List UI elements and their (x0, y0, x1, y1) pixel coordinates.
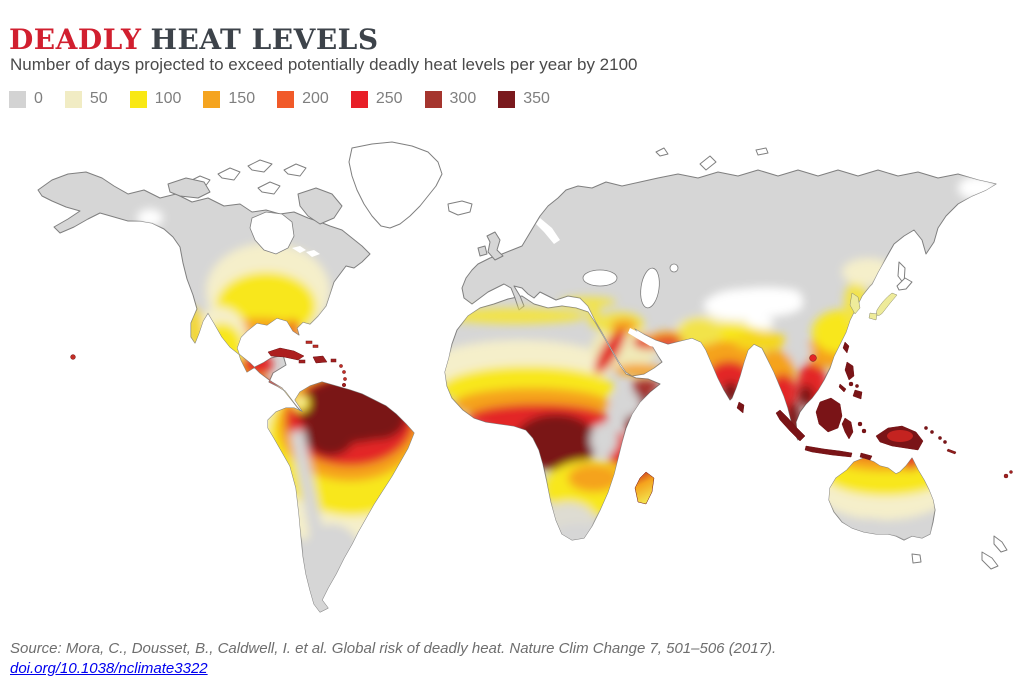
doi-line: doi.org/10.1038/nclimate3322 (10, 660, 208, 677)
legend-item: 350 (498, 90, 550, 108)
honshu (875, 292, 898, 316)
legend-label: 100 (154, 90, 182, 107)
subtitle: Number of days projected to exceed poten… (10, 55, 638, 74)
legend-swatch-150 (203, 90, 221, 108)
legend-swatch-300 (424, 90, 442, 108)
hainan (809, 354, 817, 362)
legend-label: 50 (89, 90, 108, 107)
greenland (348, 141, 443, 229)
outline-islands-layer (167, 141, 1008, 570)
victoria-island (167, 177, 211, 199)
new-zealand-south (981, 551, 999, 570)
legend-item: 50 (64, 90, 108, 108)
legend-label: 0 (34, 90, 43, 107)
legend-item: 150 (203, 90, 255, 108)
cuba (267, 347, 305, 361)
timor (859, 452, 873, 461)
legend-swatch-200 (277, 90, 295, 108)
title-highlight: DEADLY (9, 22, 142, 56)
fiji (1003, 473, 1009, 479)
color-legend: 0 50 100 150 200 250 300 350 (9, 90, 550, 108)
java (804, 445, 853, 458)
korea (849, 292, 861, 315)
new-zealand-north (993, 535, 1008, 553)
title-rest: HEAT LEVELS (150, 22, 379, 56)
hot-islands-layer (70, 292, 1013, 505)
mindanao (852, 389, 863, 400)
legend-item: 200 (277, 90, 329, 108)
borneo (815, 397, 843, 433)
taiwan (842, 341, 850, 354)
madagascar (634, 471, 655, 505)
hawaii (70, 354, 76, 360)
legend-swatch-50 (64, 90, 82, 108)
legend-label: 150 (228, 90, 256, 107)
sumatra (775, 409, 806, 442)
lakes-layer (249, 211, 679, 348)
tasmania (911, 553, 922, 564)
legend-label: 250 (375, 90, 403, 107)
iceland (447, 200, 473, 216)
legend-item: 100 (129, 90, 182, 108)
world-heat-map (37, 141, 1013, 613)
legend-item: 300 (424, 90, 477, 108)
page-title: DEADLY HEAT LEVELS (9, 23, 379, 56)
source-citation: Source: Mora, C., Dousset, B., Caldwell,… (10, 640, 777, 657)
great-britain (486, 231, 504, 261)
luzon (844, 361, 855, 381)
sri-lanka (736, 401, 745, 414)
kyushu (868, 312, 878, 321)
hokkaido (896, 277, 913, 291)
legend-item: 0 (9, 90, 43, 108)
sulawesi (841, 417, 854, 440)
legend-swatch-350 (498, 90, 516, 108)
doi-link[interactable]: doi.org/10.1038/nclimate3322 (10, 660, 208, 677)
legend-swatch-100 (129, 90, 147, 108)
legend-label: 350 (523, 90, 550, 107)
legend-label: 300 (449, 90, 477, 107)
hispaniola (312, 355, 328, 364)
new-caledonia (946, 448, 957, 455)
legend-swatch-0 (9, 90, 26, 108)
legend-label: 200 (302, 90, 329, 107)
baffin-island (297, 187, 343, 225)
ireland (477, 245, 488, 257)
legend-swatch-250 (350, 90, 368, 108)
legend-item: 250 (350, 90, 403, 108)
